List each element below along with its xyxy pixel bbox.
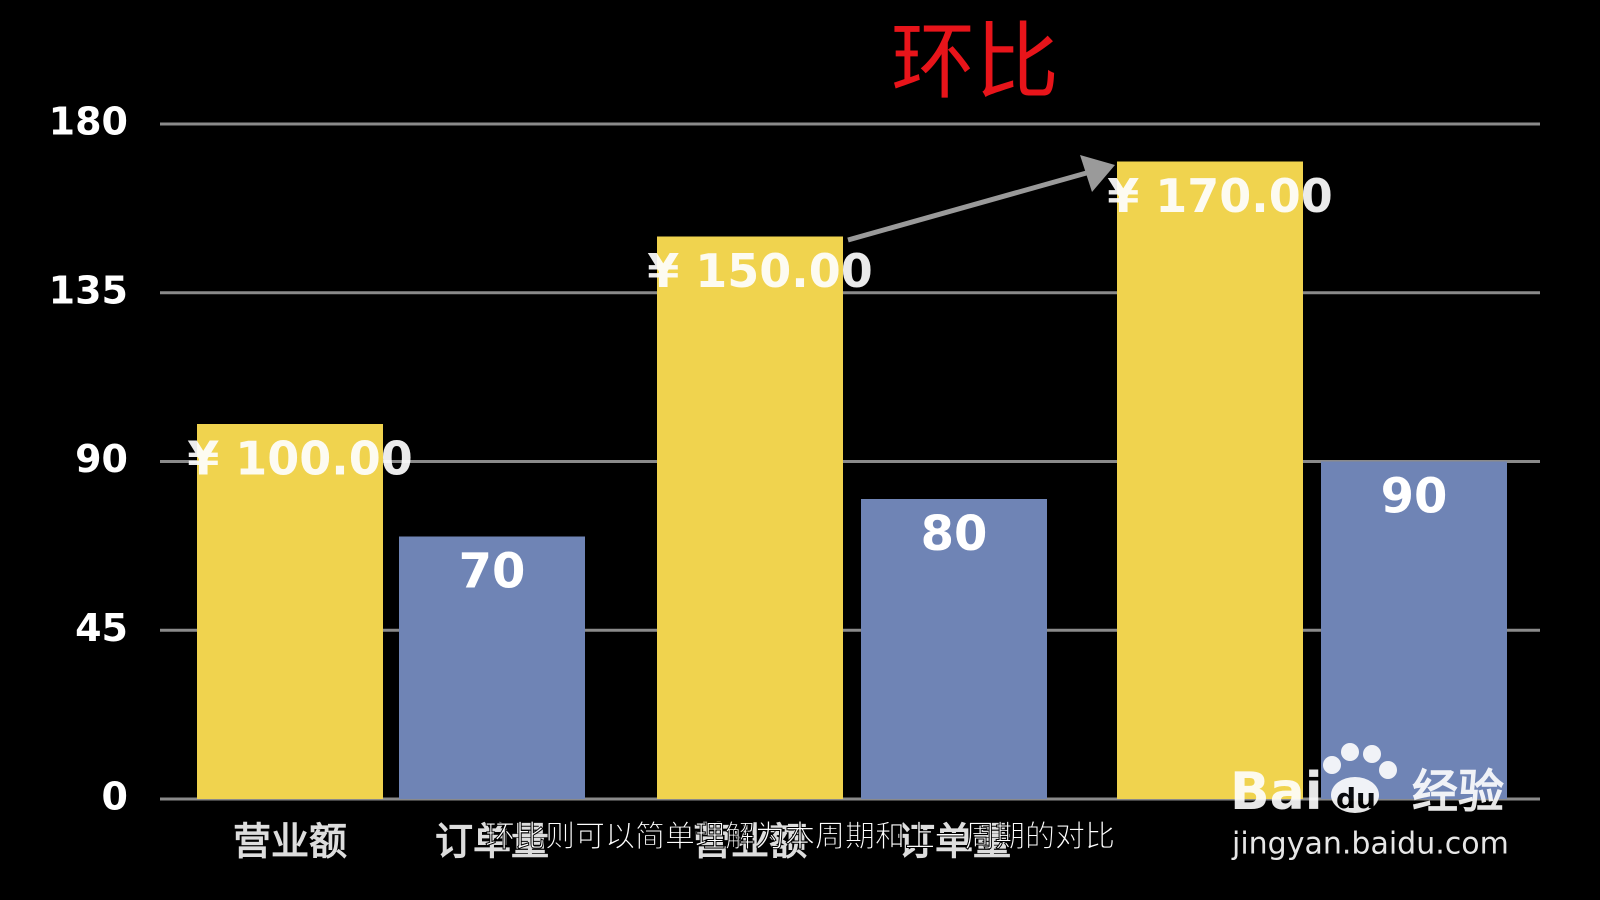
data-label: 70 <box>459 544 526 600</box>
data-label: 80 <box>921 506 988 562</box>
data-label: ¥ 150.00 <box>647 244 873 298</box>
y-tick-label: 45 <box>75 606 128 650</box>
data-label: 90 <box>1381 469 1448 525</box>
plot-area: 0 45 90 135 180 ¥ 100.00 营业额 70 订单量 ¥ 150.00 营业额 80… <box>49 100 1540 864</box>
arrow-head <box>1080 155 1115 192</box>
watermark-url: jingyan.baidu.com <box>1231 827 1509 862</box>
chart-title: 环比 <box>891 13 1059 111</box>
caption: 环比则可以简单理解为本周期和上一周期的对比 <box>485 820 1115 855</box>
y-tick-label: 0 <box>102 775 128 819</box>
data-label: ¥ 100.00 <box>187 432 413 486</box>
y-tick-label: 180 <box>49 100 128 144</box>
x-tick-label: 订单量 <box>897 820 1011 864</box>
data-label: ¥ 170.00 <box>1107 169 1333 223</box>
bar <box>1321 461 1507 799</box>
paw-logo <box>1323 743 1397 813</box>
watermark-brand-cn: 经验 <box>1412 765 1504 819</box>
watermark: Bai du 经验 jingyan.baidu.com <box>1230 743 1509 862</box>
y-tick-label: 90 <box>75 437 128 481</box>
bar <box>1117 161 1303 799</box>
arrow-line <box>847 169 1091 243</box>
watermark-brand: Bai <box>1230 762 1323 822</box>
x-tick-label: 营业额 <box>693 820 807 864</box>
y-tick-label: 135 <box>49 268 128 312</box>
x-tick-label: 订单量 <box>435 820 549 864</box>
bar <box>657 236 843 799</box>
bar <box>861 499 1047 799</box>
watermark-brand: du <box>1336 782 1376 815</box>
x-tick-label: 营业额 <box>233 820 347 864</box>
bar <box>399 536 585 799</box>
bar <box>197 424 383 799</box>
